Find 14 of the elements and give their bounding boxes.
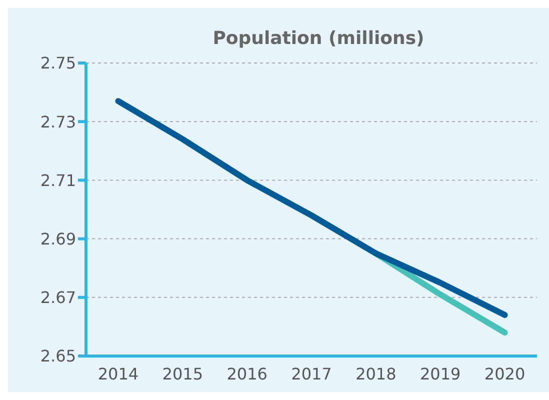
- x-tick-label: 2017: [291, 364, 332, 384]
- x-tick-label: 2015: [162, 364, 203, 384]
- y-tick-label: 2.67: [40, 288, 76, 308]
- y-tick-label: 2.73: [40, 112, 76, 132]
- y-tick-label: 2.69: [40, 229, 76, 248]
- y-tick-label: 2.65: [40, 346, 76, 366]
- x-tick-label: 2014: [98, 364, 139, 384]
- y-tick-label: 2.75: [40, 54, 76, 73]
- y-tick-label: 2.71: [40, 170, 76, 190]
- x-tick-label: 2016: [226, 364, 268, 384]
- chart-title: Population (millions): [212, 28, 426, 49]
- x-tick-label: 2018: [356, 364, 396, 384]
- x-tick-label: 2020: [484, 364, 526, 384]
- x-tick-label: 2019: [420, 364, 461, 384]
